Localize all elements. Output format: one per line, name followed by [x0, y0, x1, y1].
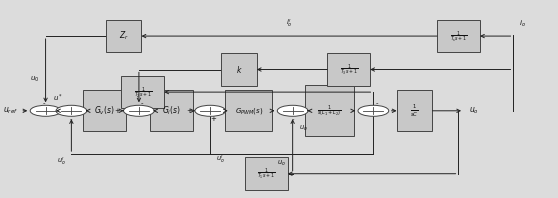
FancyBboxPatch shape: [151, 90, 193, 131]
FancyBboxPatch shape: [105, 20, 141, 52]
Text: +: +: [186, 108, 192, 114]
Text: -: -: [70, 116, 73, 122]
Circle shape: [195, 105, 225, 116]
Text: $G_v(s)$: $G_v(s)$: [94, 105, 114, 117]
Text: +: +: [114, 108, 121, 114]
FancyBboxPatch shape: [225, 90, 272, 131]
Text: $\frac{1}{T_ss+1}$: $\frac{1}{T_ss+1}$: [450, 29, 468, 44]
Text: $\frac{1}{T_3s+1}$: $\frac{1}{T_3s+1}$: [340, 62, 358, 77]
Text: $\frac{1}{T_1s+1}$: $\frac{1}{T_1s+1}$: [257, 166, 275, 181]
Circle shape: [358, 105, 389, 116]
FancyBboxPatch shape: [83, 90, 126, 131]
Text: $u_o'$: $u_o'$: [57, 156, 66, 168]
Text: -: -: [375, 101, 378, 107]
Circle shape: [30, 105, 61, 116]
FancyBboxPatch shape: [327, 53, 370, 86]
Text: $G_{PWM}(s)$: $G_{PWM}(s)$: [234, 106, 263, 116]
FancyBboxPatch shape: [397, 90, 432, 131]
Text: $u_0$: $u_0$: [30, 75, 39, 84]
Text: $u_o$: $u_o$: [277, 159, 286, 168]
Text: -: -: [43, 101, 45, 107]
Text: $u_{ref}$: $u_{ref}$: [3, 106, 17, 116]
Text: $G_i(s)$: $G_i(s)$: [162, 105, 181, 117]
Text: $u_o$: $u_o$: [469, 106, 479, 116]
Text: $u_o$: $u_o$: [299, 124, 308, 133]
FancyBboxPatch shape: [437, 20, 480, 52]
Text: $Z_r$: $Z_r$: [119, 30, 128, 42]
Text: -: -: [141, 101, 143, 107]
Text: $\frac{1}{sC}$: $\frac{1}{sC}$: [410, 103, 419, 119]
Text: $\frac{1}{T_2s+1}$: $\frac{1}{T_2s+1}$: [134, 85, 152, 100]
FancyBboxPatch shape: [221, 53, 257, 86]
Circle shape: [123, 105, 154, 116]
Circle shape: [277, 105, 308, 116]
FancyBboxPatch shape: [245, 157, 288, 190]
Text: $u^*$: $u^*$: [54, 92, 64, 104]
Text: $i_o'$: $i_o'$: [286, 18, 292, 30]
Text: $k$: $k$: [235, 64, 242, 75]
Text: -: -: [291, 116, 294, 122]
Text: $\frac{1}{s(L_1+L_2)}$: $\frac{1}{s(L_1+L_2)}$: [317, 103, 341, 118]
Circle shape: [56, 105, 86, 116]
Text: $u_o'$: $u_o'$: [216, 154, 225, 166]
Text: +: +: [210, 116, 217, 122]
FancyBboxPatch shape: [121, 76, 164, 108]
Text: $i_o$: $i_o$: [519, 19, 526, 29]
FancyBboxPatch shape: [305, 85, 354, 136]
